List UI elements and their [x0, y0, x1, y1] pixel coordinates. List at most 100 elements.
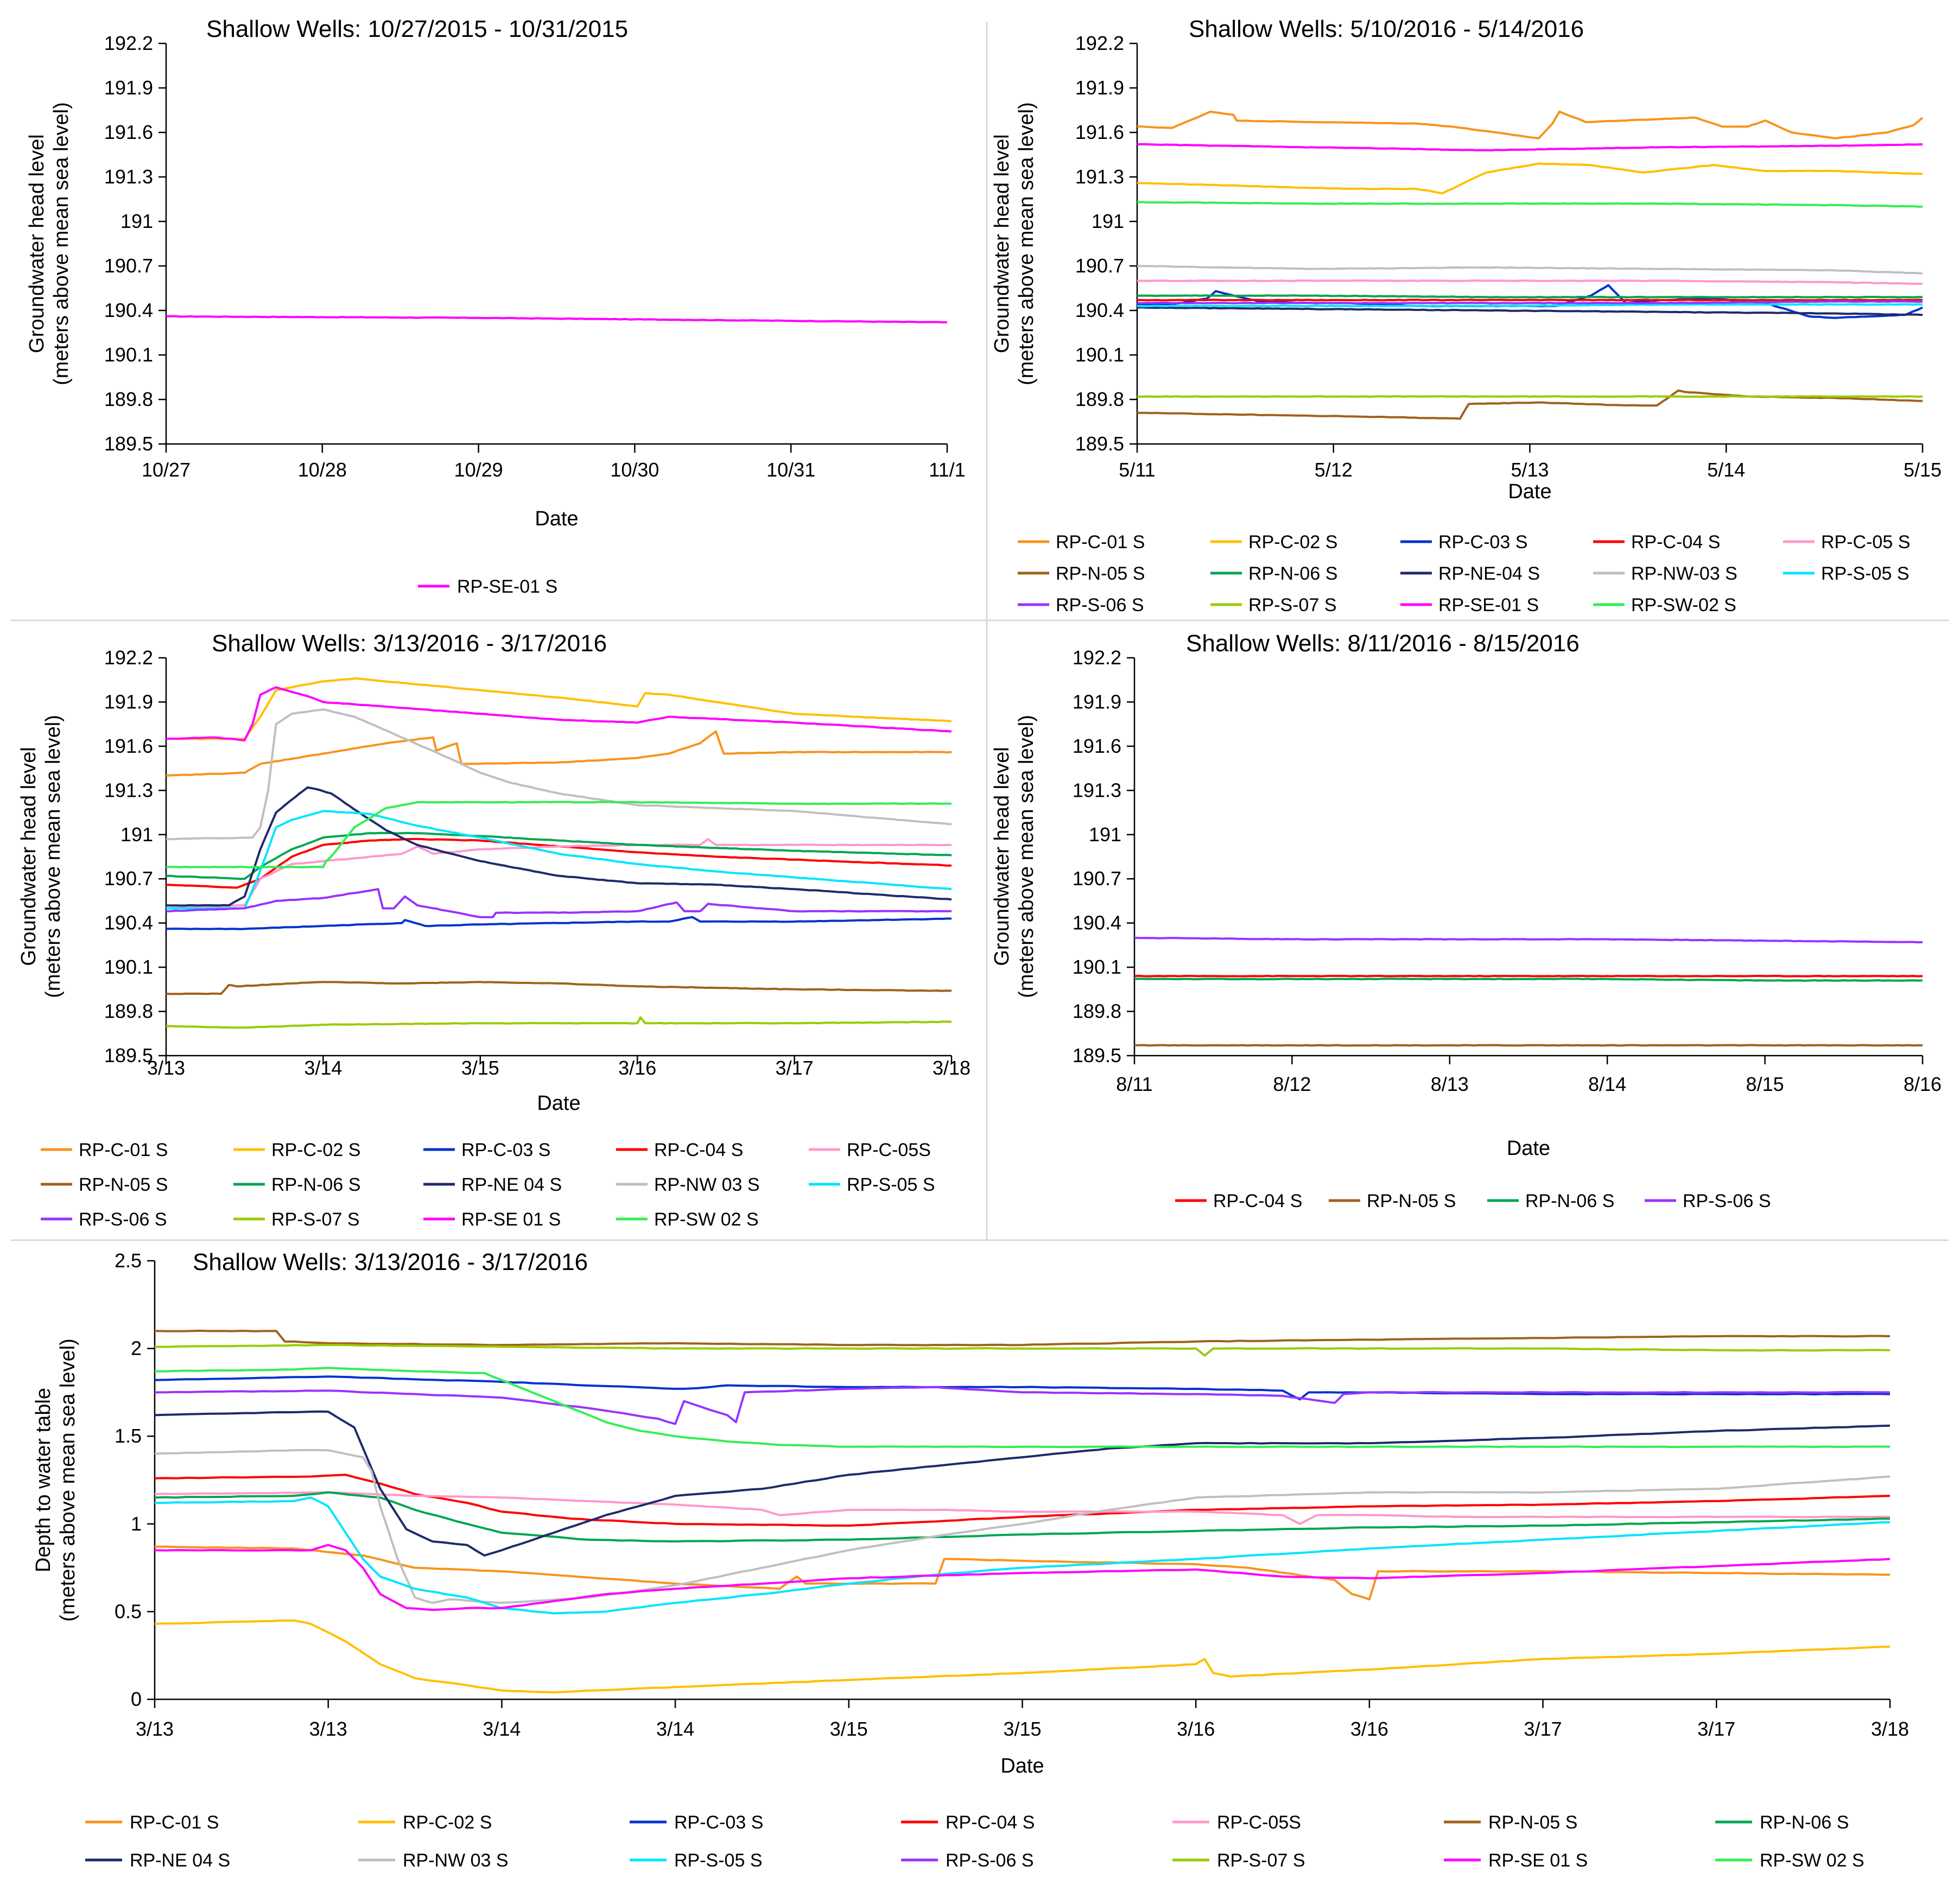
series-line-RP-SE 01 S	[166, 686, 952, 741]
x-tick-label: 11/1	[929, 459, 965, 481]
y-tick-label: 191.9	[104, 690, 153, 713]
legend-label: RP-S-06 S	[1056, 595, 1144, 615]
chart-panel-1: Shallow Wells: 10/27/2015 - 10/31/2015 18…	[26, 16, 966, 597]
legend-label: RP-S-06 S	[1683, 1191, 1771, 1211]
x-axis-label: Date	[1000, 1755, 1044, 1777]
y-tick-label: 189.5	[104, 1044, 153, 1066]
series-line-RP-C-03 S	[155, 1375, 1891, 1401]
x-tick-label: 8/16	[1904, 1073, 1942, 1095]
series-line-RP-N-06 S	[1134, 977, 1923, 982]
x-tick-label: 8/15	[1746, 1073, 1784, 1095]
x-tick-label: 8/13	[1431, 1073, 1469, 1095]
series-line-RP-NE 04 S	[166, 786, 952, 907]
legend-label: RP-NE 04 S	[461, 1174, 562, 1195]
y-tick-label: 189.8	[1075, 388, 1124, 410]
chart-panel-2: Shallow Wells: 5/10/2016 - 5/14/2016 189.…	[991, 16, 1942, 615]
series-line-RP-NW 03 S	[166, 708, 952, 841]
x-axis-label: Date	[535, 507, 578, 530]
legend-label: RP-N-06 S	[1248, 563, 1337, 584]
series-line-RP-C-05S	[166, 837, 952, 910]
series-line-RP-N-05 S	[166, 981, 952, 995]
y-tick-label: 191.3	[1073, 779, 1121, 801]
legend-label: RP-S-05 S	[674, 1850, 763, 1871]
y-tick-label: 190.7	[104, 255, 153, 277]
y-axis-label: (meters above mean sea level)	[50, 102, 73, 385]
legend-label: RP-C-04 S	[654, 1140, 743, 1160]
legend-label: RP-SW 02 S	[654, 1209, 759, 1230]
y-tick-label: 190.4	[104, 299, 153, 321]
legend-label: RP-NW-03 S	[1631, 563, 1737, 584]
x-axis-label: Date	[1508, 480, 1551, 503]
y-axis-label: Groundwater head level	[26, 134, 48, 353]
legend-label: RP-C-01 S	[79, 1140, 168, 1160]
legend-label: RP-C-03 S	[674, 1812, 763, 1833]
x-tick-label: 8/14	[1588, 1073, 1626, 1095]
y-tick-label: 192.2	[1073, 646, 1121, 669]
x-tick-label: 10/28	[298, 459, 347, 481]
legend-label: RP-C-02 S	[403, 1812, 492, 1833]
y-tick-label: 189.8	[104, 1000, 153, 1023]
y-tick-label: 191.9	[104, 77, 153, 99]
y-tick-label: 0	[131, 1688, 142, 1710]
series-line-RP-SW 02 S	[155, 1367, 1891, 1449]
legend-label: RP-NW 03 S	[654, 1174, 760, 1195]
series-line-RP-S-07 S	[1137, 395, 1923, 398]
legend-label: RP-N-05 S	[79, 1174, 168, 1195]
x-tick-label: 3/17	[1697, 1718, 1735, 1740]
x-axis-label: Date	[537, 1092, 580, 1115]
x-tick-label: 5/13	[1511, 459, 1549, 481]
y-tick-label: 189.8	[104, 388, 153, 410]
x-tick-label: 10/29	[454, 459, 503, 481]
y-tick-label: 191	[120, 210, 153, 232]
legend-label: RP-C-04 S	[946, 1812, 1035, 1833]
y-tick-label: 191	[120, 823, 153, 846]
y-tick-label: 190.1	[1073, 956, 1121, 978]
x-tick-label: 5/15	[1904, 459, 1942, 481]
y-tick-label: 190.7	[104, 867, 153, 890]
legend-label: RP-S-07 S	[1248, 595, 1337, 615]
x-tick-label: 3/15	[1003, 1718, 1041, 1740]
series-line-RP-SE-01 S	[1137, 143, 1923, 151]
y-tick-label: 191	[1089, 823, 1121, 846]
y-axis-label: Groundwater head level	[17, 747, 40, 966]
x-tick-label: 5/11	[1119, 459, 1155, 481]
x-tick-label: 10/27	[142, 459, 191, 481]
series-line-RP-SW 02 S	[166, 801, 952, 868]
y-axis-label: (meters above mean sea level)	[56, 1338, 79, 1622]
y-tick-label: 191.6	[1075, 121, 1124, 143]
series-line-RP-S-07 S	[166, 1016, 952, 1029]
legend-label: RP-S-07 S	[271, 1209, 360, 1230]
series-line-RP-NW 03 S	[155, 1449, 1891, 1604]
series-line-RP-C-02 S	[155, 1619, 1891, 1694]
legend-label: RP-NE 04 S	[130, 1850, 230, 1871]
legend-label: RP-N-06 S	[1760, 1812, 1849, 1833]
series-line-RP-S-07 S	[155, 1344, 1891, 1357]
y-tick-label: 190.4	[1075, 299, 1124, 321]
y-tick-label: 190.7	[1073, 867, 1121, 890]
chart-panel-5: Shallow Wells: 3/13/2016 - 3/17/2016 0 0.5…	[32, 1249, 1909, 1871]
y-tick-label: 189.5	[1075, 433, 1124, 455]
legend-label: RP-C-04 S	[1631, 532, 1720, 553]
x-tick-label: 3/14	[483, 1718, 521, 1740]
x-tick-label: 10/30	[610, 459, 659, 481]
x-tick-label: 3/13	[147, 1057, 185, 1079]
chart-title: Shallow Wells: 3/13/2016 - 3/17/2016	[193, 1249, 588, 1275]
legend-label: RP-S-06 S	[79, 1209, 167, 1230]
y-axis-label: (meters above mean sea level)	[1015, 102, 1038, 385]
x-tick-label: 8/12	[1273, 1073, 1311, 1095]
legend-label: RP-C-05S	[1217, 1812, 1301, 1833]
y-tick-label: 189.5	[104, 433, 153, 455]
legend-label: RP-S-05 S	[847, 1174, 935, 1195]
y-tick-label: 189.5	[1073, 1044, 1121, 1066]
y-tick-label: 0.5	[115, 1600, 142, 1622]
legend-label: RP-NW 03 S	[403, 1850, 509, 1871]
y-tick-label: 191.9	[1075, 77, 1124, 99]
y-tick-label: 190.7	[1075, 255, 1124, 277]
y-tick-label: 189.8	[1073, 1000, 1121, 1023]
series-line-RP-C-03 S	[166, 916, 952, 930]
series-line-RP-NE 04 S	[155, 1410, 1891, 1557]
y-tick-label: 191.3	[104, 166, 153, 188]
y-tick-label: 1.5	[115, 1425, 142, 1447]
series-line-RP-S-06 S	[155, 1386, 1891, 1425]
